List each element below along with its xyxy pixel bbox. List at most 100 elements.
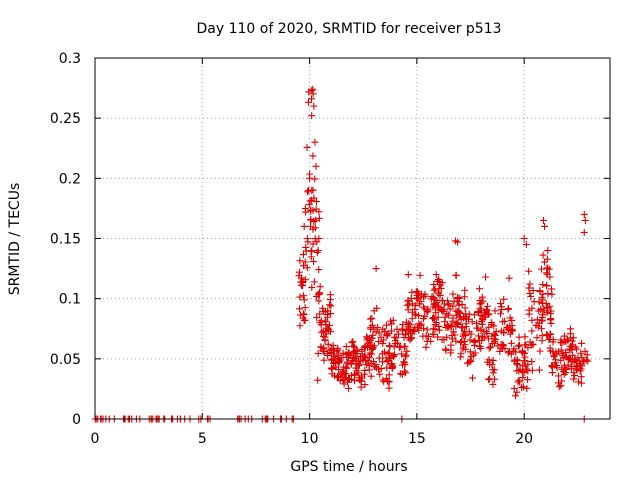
- data-point: [524, 360, 532, 368]
- data-point: [303, 264, 311, 272]
- data-point: [537, 306, 545, 314]
- data-point: [449, 328, 457, 336]
- data-point: [465, 358, 473, 366]
- data-point: [506, 330, 514, 338]
- data-point: [544, 247, 552, 255]
- data-point: [539, 251, 547, 259]
- data-point: [319, 307, 327, 315]
- data-point: [548, 290, 556, 298]
- data-point: [324, 313, 332, 321]
- data-point: [307, 216, 315, 224]
- data-point: [561, 332, 569, 340]
- data-point: [313, 314, 321, 322]
- data-point: [510, 345, 518, 353]
- data-point: [321, 336, 329, 344]
- data-point: [331, 372, 339, 380]
- data-point: [361, 381, 369, 389]
- data-point: [383, 357, 391, 365]
- data-point: [557, 336, 565, 344]
- data-point: [357, 377, 365, 385]
- data-point: [379, 358, 387, 366]
- data-point: [421, 312, 429, 320]
- data-point: [470, 338, 478, 346]
- data-point: [539, 281, 547, 289]
- data-point: [307, 207, 315, 215]
- chart-title: Day 110 of 2020, SRMTID for receiver p51…: [196, 21, 501, 37]
- data-point: [524, 376, 532, 384]
- data-point: [543, 282, 551, 290]
- data-point: [342, 343, 350, 351]
- data-point: [550, 351, 558, 359]
- data-point: [477, 326, 485, 334]
- data-point: [382, 331, 390, 339]
- data-point: [475, 307, 483, 315]
- data-point: [332, 363, 340, 371]
- data-point: [573, 345, 581, 353]
- data-point: [368, 343, 376, 351]
- data-point: [533, 334, 541, 342]
- data-point: [405, 327, 413, 335]
- data-point: [443, 333, 451, 341]
- data-point: [547, 319, 555, 327]
- data-point: [538, 325, 546, 333]
- data-point: [418, 290, 426, 298]
- data-point: [536, 288, 544, 296]
- data-point: [399, 361, 407, 369]
- data-point: [476, 304, 484, 312]
- data-point: [350, 353, 358, 361]
- data-point: [368, 314, 376, 322]
- data-point: [520, 235, 528, 242]
- data-point: [430, 286, 438, 294]
- data-point: [296, 311, 304, 319]
- data-point: [368, 321, 376, 329]
- data-point: [491, 307, 499, 315]
- data-point: [516, 341, 524, 349]
- data-point: [399, 321, 407, 329]
- data-point: [452, 319, 460, 327]
- data-point: [320, 356, 328, 364]
- data-point: [440, 300, 448, 308]
- data-points: [91, 85, 592, 423]
- data-point: [535, 298, 543, 306]
- data-point: [398, 325, 406, 333]
- data-point: [520, 357, 528, 365]
- data-point: [297, 281, 305, 289]
- data-point: [310, 258, 318, 266]
- data-point: [449, 317, 457, 325]
- data-point: [525, 267, 533, 275]
- data-point: [423, 326, 431, 334]
- data-point: [523, 384, 531, 392]
- data-point: [500, 295, 508, 303]
- data-point: [315, 214, 323, 222]
- x-tick-label: 5: [198, 431, 207, 447]
- data-point: [471, 338, 479, 346]
- data-point: [457, 338, 465, 346]
- data-point: [570, 358, 578, 366]
- data-point: [578, 362, 586, 370]
- data-point: [538, 316, 546, 324]
- data-point: [555, 372, 563, 380]
- data-point: [552, 348, 560, 356]
- data-point: [361, 342, 369, 350]
- data-point: [391, 333, 399, 341]
- data-point: [319, 304, 327, 312]
- data-point: [336, 356, 344, 364]
- data-point: [428, 292, 436, 300]
- data-point: [310, 217, 318, 225]
- data-point: [518, 384, 526, 392]
- data-point: [367, 334, 375, 342]
- data-point: [539, 299, 547, 307]
- data-point: [413, 295, 421, 303]
- data-point: [539, 216, 547, 224]
- data-point: [475, 336, 483, 344]
- data-point: [301, 258, 309, 266]
- data-point: [312, 198, 320, 206]
- data-point: [333, 347, 341, 355]
- data-point: [430, 314, 438, 322]
- data-point: [312, 162, 320, 170]
- data-point: [336, 377, 344, 385]
- x-tick-label: 20: [515, 431, 533, 447]
- data-point: [442, 346, 450, 354]
- data-point: [432, 319, 440, 327]
- data-point: [367, 315, 375, 323]
